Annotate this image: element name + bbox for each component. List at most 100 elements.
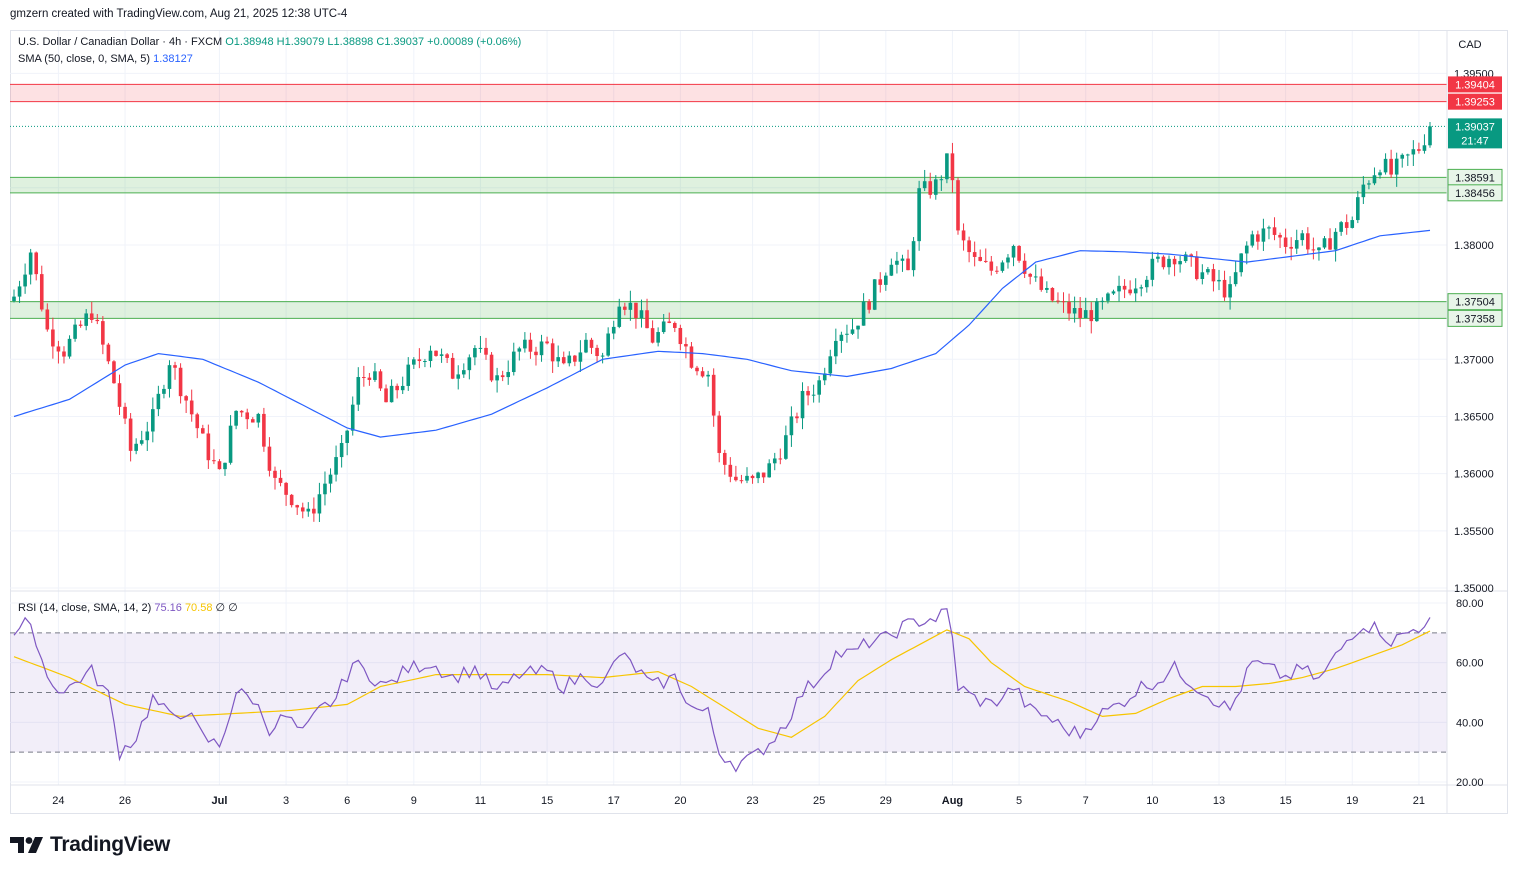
candle[interactable] bbox=[578, 340, 583, 372]
candle[interactable] bbox=[456, 365, 461, 390]
candle[interactable] bbox=[234, 410, 238, 430]
candle[interactable] bbox=[17, 280, 22, 303]
candle[interactable] bbox=[1000, 260, 1005, 273]
candle[interactable] bbox=[151, 397, 155, 443]
candle[interactable] bbox=[95, 314, 100, 325]
candle[interactable] bbox=[1194, 251, 1199, 281]
candle[interactable] bbox=[895, 251, 899, 274]
candle[interactable] bbox=[34, 251, 39, 281]
candle[interactable] bbox=[661, 313, 666, 334]
rsi-legend[interactable]: RSI (14, close, SMA, 14, 2) 75.16 70.58 … bbox=[18, 601, 238, 614]
candle[interactable] bbox=[123, 402, 127, 425]
candle[interactable] bbox=[1383, 153, 1388, 175]
candle[interactable] bbox=[1189, 253, 1194, 267]
candle[interactable] bbox=[473, 345, 477, 366]
zone-support-1[interactable] bbox=[10, 177, 1447, 193]
candle[interactable] bbox=[1122, 279, 1127, 299]
candle[interactable] bbox=[567, 351, 572, 367]
candle[interactable] bbox=[1222, 270, 1227, 301]
candle[interactable] bbox=[1322, 236, 1327, 250]
candle[interactable] bbox=[28, 248, 33, 285]
candle[interactable] bbox=[861, 293, 866, 326]
candle[interactable] bbox=[1033, 264, 1038, 282]
candle[interactable] bbox=[1017, 245, 1021, 263]
candle[interactable] bbox=[1306, 227, 1310, 255]
candle[interactable] bbox=[983, 248, 988, 263]
candle[interactable] bbox=[1100, 297, 1105, 310]
candle[interactable] bbox=[850, 318, 855, 335]
candle[interactable] bbox=[389, 379, 394, 403]
candle[interactable] bbox=[550, 338, 555, 373]
candle[interactable] bbox=[295, 504, 299, 515]
candle[interactable] bbox=[623, 302, 627, 316]
candle[interactable] bbox=[889, 258, 894, 277]
candle[interactable] bbox=[1011, 244, 1016, 267]
candle[interactable] bbox=[1317, 247, 1321, 261]
candle[interactable] bbox=[1028, 272, 1032, 285]
candle[interactable] bbox=[78, 320, 83, 328]
candle[interactable] bbox=[312, 497, 316, 522]
candle[interactable] bbox=[1217, 269, 1221, 291]
candle[interactable] bbox=[317, 482, 322, 523]
candle[interactable] bbox=[561, 351, 566, 365]
candle[interactable] bbox=[822, 367, 827, 386]
candle[interactable] bbox=[1261, 218, 1266, 251]
candle[interactable] bbox=[1328, 228, 1332, 250]
candle[interactable] bbox=[1211, 263, 1216, 292]
candle[interactable] bbox=[1400, 153, 1405, 168]
candle[interactable] bbox=[795, 412, 799, 424]
candle[interactable] bbox=[817, 375, 821, 403]
candle[interactable] bbox=[1339, 220, 1343, 236]
candle[interactable] bbox=[1200, 264, 1205, 285]
candle[interactable] bbox=[1150, 251, 1155, 287]
candle[interactable] bbox=[595, 344, 599, 363]
candle[interactable] bbox=[739, 474, 744, 484]
candle[interactable] bbox=[1128, 280, 1132, 296]
candle[interactable] bbox=[356, 367, 361, 411]
candle[interactable] bbox=[884, 272, 888, 291]
candle[interactable] bbox=[406, 357, 411, 391]
candle[interactable] bbox=[1239, 253, 1243, 277]
candle[interactable] bbox=[278, 469, 283, 487]
candle[interactable] bbox=[162, 384, 166, 399]
candle[interactable] bbox=[1228, 276, 1232, 310]
candle[interactable] bbox=[1422, 134, 1427, 154]
candle[interactable] bbox=[1117, 275, 1121, 302]
candle[interactable] bbox=[573, 354, 577, 367]
candle[interactable] bbox=[1267, 225, 1271, 240]
candle[interactable] bbox=[956, 177, 960, 235]
candle[interactable] bbox=[645, 298, 649, 329]
candle[interactable] bbox=[395, 383, 399, 399]
candle[interactable] bbox=[284, 481, 288, 506]
candle[interactable] bbox=[378, 369, 383, 391]
candle[interactable] bbox=[384, 384, 388, 403]
candle[interactable] bbox=[1233, 260, 1238, 287]
candle[interactable] bbox=[1333, 228, 1338, 262]
candle[interactable] bbox=[73, 319, 77, 342]
candle[interactable] bbox=[323, 471, 327, 506]
candle[interactable] bbox=[1183, 251, 1188, 263]
candle[interactable] bbox=[484, 337, 488, 360]
candle[interactable] bbox=[767, 459, 771, 478]
candle[interactable] bbox=[189, 389, 194, 422]
candle[interactable] bbox=[62, 346, 66, 364]
candle[interactable] bbox=[528, 332, 533, 359]
candle[interactable] bbox=[1361, 176, 1366, 204]
candle[interactable] bbox=[1172, 256, 1177, 277]
candle[interactable] bbox=[1061, 292, 1066, 313]
candle[interactable] bbox=[872, 279, 877, 311]
candle[interactable] bbox=[1139, 284, 1144, 297]
candle[interactable] bbox=[23, 263, 27, 294]
candle[interactable] bbox=[800, 382, 805, 430]
candle[interactable] bbox=[195, 412, 200, 439]
candle[interactable] bbox=[545, 336, 549, 345]
candle[interactable] bbox=[51, 317, 55, 359]
candle[interactable] bbox=[156, 385, 161, 417]
rsi-line[interactable] bbox=[13, 608, 1431, 773]
currency-label[interactable]: CAD bbox=[1458, 39, 1481, 51]
candle[interactable] bbox=[922, 169, 927, 192]
candle[interactable] bbox=[917, 180, 921, 251]
candle[interactable] bbox=[967, 236, 971, 263]
candle[interactable] bbox=[134, 438, 138, 455]
candle[interactable] bbox=[617, 298, 622, 329]
